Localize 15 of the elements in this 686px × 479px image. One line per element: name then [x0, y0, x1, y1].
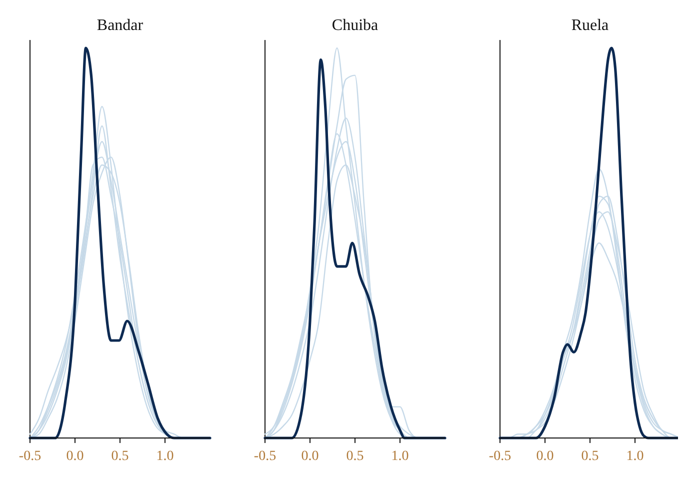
x-tick-label: 0.0	[301, 449, 319, 464]
x-tick-label: -0.5	[488, 449, 512, 464]
x-tick-label: 1.0	[156, 449, 174, 464]
chart-title: Chuiba	[332, 17, 378, 34]
x-tick-label: 0.0	[66, 449, 84, 464]
x-tick-label: 0.5	[111, 449, 129, 464]
x-tick-label: 1.0	[391, 449, 409, 464]
x-tick-label: -0.5	[254, 449, 276, 464]
x-tick-label: -0.5	[18, 449, 42, 464]
chart-title: Bandar	[96, 17, 144, 34]
x-tick-label: 0.5	[346, 449, 364, 464]
chart-title: Ruela	[571, 17, 609, 34]
x-tick-label: 0.0	[536, 449, 554, 464]
x-tick-label: 1.0	[626, 449, 644, 464]
x-tick-label: 0.5	[581, 449, 599, 464]
